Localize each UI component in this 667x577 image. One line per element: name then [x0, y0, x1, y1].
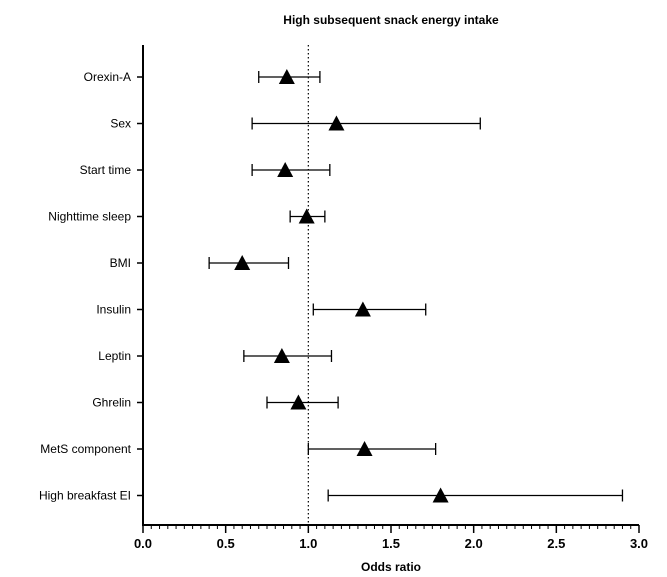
category-label: Ghrelin: [92, 396, 131, 410]
axes: 0.0 0.5 1.0 1.5 2.0 2.5 3.0: [134, 45, 648, 551]
category-label: Insulin: [96, 303, 131, 317]
x-tick-label: 2.0: [465, 536, 483, 551]
category-label: Start time: [80, 163, 132, 177]
category-label: Nighttime sleep: [48, 210, 131, 224]
estimate-marker: [354, 301, 371, 317]
category-label: BMI: [110, 256, 131, 270]
estimate-marker: [298, 208, 315, 224]
category-label: Leptin: [98, 349, 131, 363]
estimate-markers: [234, 69, 449, 503]
estimate-marker: [234, 255, 251, 270]
category-label: Orexin-A: [84, 70, 131, 84]
estimate-marker: [290, 394, 307, 410]
x-tick-label: 0.5: [217, 536, 235, 551]
category-labels: Orexin-A Sex Start time Nighttime sleep BMI I…: [39, 70, 132, 503]
category-label: Sex: [110, 117, 131, 131]
x-axis-label: Odds ratio: [361, 560, 421, 574]
x-tick-label: 0.0: [134, 536, 152, 551]
category-label: High breakfast EI: [39, 489, 131, 503]
category-label: MetS component: [40, 442, 131, 456]
estimate-marker: [273, 348, 290, 363]
estimate-marker: [277, 162, 294, 177]
x-tick-label: 1.0: [299, 536, 317, 551]
x-tick-label: 1.5: [382, 536, 400, 551]
estimate-marker: [328, 115, 345, 131]
estimate-marker: [432, 487, 449, 503]
x-tick-label: 3.0: [630, 536, 648, 551]
chart-title: High subsequent snack energy intake: [283, 13, 499, 27]
estimate-marker: [278, 69, 295, 84]
confidence-intervals: [208, 71, 624, 502]
x-tick-label: 2.5: [547, 536, 565, 551]
estimate-marker: [356, 441, 373, 456]
